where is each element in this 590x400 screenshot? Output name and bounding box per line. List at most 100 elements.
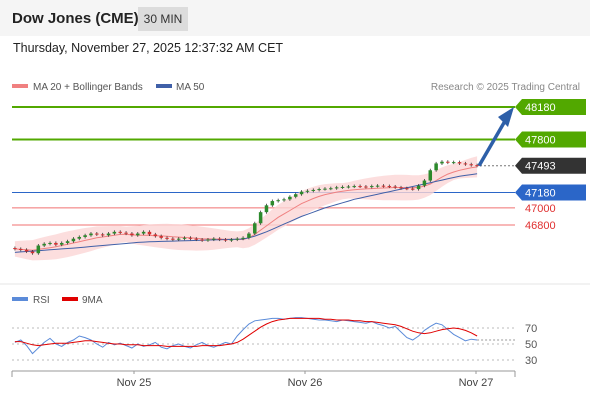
instrument-title: Dow Jones (CME) xyxy=(12,10,139,27)
candle-body xyxy=(399,187,403,189)
ma20-legend-label: MA 20 + Bollinger Bands xyxy=(33,82,143,93)
ma20-legend-swatch xyxy=(12,84,28,88)
candle-body xyxy=(182,237,187,239)
forecast-arrow xyxy=(477,107,514,167)
candle-body xyxy=(381,185,386,187)
candle-body xyxy=(375,185,380,187)
candle-body xyxy=(235,238,239,240)
level-label-48180: 48180 xyxy=(525,102,556,114)
candle-body xyxy=(136,233,140,236)
candle-body xyxy=(19,248,23,250)
rsi-line xyxy=(14,317,478,355)
candle-body xyxy=(364,186,368,188)
candle-body xyxy=(54,242,58,245)
ma50-legend-label: MA 50 xyxy=(176,82,205,93)
level-tag-47800 xyxy=(515,131,586,148)
candle-body xyxy=(83,235,87,237)
candle-body xyxy=(305,190,310,192)
candle-body xyxy=(95,233,99,235)
candle-body xyxy=(370,186,374,188)
candle-body xyxy=(311,189,316,191)
candle-body xyxy=(475,165,479,167)
rsi-legend-swatch xyxy=(12,297,28,301)
candle-body xyxy=(293,194,298,197)
candle-body xyxy=(329,188,333,190)
candle-body xyxy=(422,180,427,186)
timestamp: Thursday, November 27, 2025 12:37:32 AM … xyxy=(13,41,284,55)
arrow-shaft xyxy=(477,120,507,167)
candle-body xyxy=(71,238,76,242)
candle-body xyxy=(100,234,105,236)
candle-body xyxy=(171,238,175,240)
candle-body xyxy=(89,233,93,236)
candle-body xyxy=(440,161,444,164)
candle-body xyxy=(270,201,275,206)
candle-body xyxy=(141,231,146,234)
candle-body xyxy=(317,189,321,191)
rsi-legend-label: RSI xyxy=(33,295,50,306)
x-ticks: Nov 25 Nov 26 Nov 27 xyxy=(117,371,494,389)
level-tag-47493 xyxy=(515,157,586,174)
level-label-47493: 47493 xyxy=(525,161,556,173)
candle-body xyxy=(200,239,204,241)
chart-header xyxy=(0,0,590,36)
candle-body xyxy=(299,191,304,195)
rsi-panel: 70 50 30 xyxy=(12,317,537,367)
candle-body xyxy=(352,186,356,188)
candle-body xyxy=(282,199,286,201)
candle-body xyxy=(387,186,392,188)
candle-body xyxy=(112,231,117,234)
candle-body xyxy=(59,242,64,245)
candle-body xyxy=(106,233,111,236)
candle-body xyxy=(206,239,210,241)
candle-body xyxy=(288,196,292,200)
candle-body xyxy=(340,186,345,188)
candle-body xyxy=(176,238,181,240)
candle-body xyxy=(446,161,450,163)
candle-body xyxy=(24,249,29,252)
candle-body xyxy=(264,205,269,213)
timeframe-badge[interactable]: 30 MIN xyxy=(138,7,188,31)
candle-body xyxy=(124,232,128,234)
level-label-47800: 47800 xyxy=(525,134,556,146)
x-tick-label: Nov 27 xyxy=(459,377,494,389)
candle-body xyxy=(229,239,234,241)
rsi-level-label-70: 70 xyxy=(525,323,537,335)
candle-body xyxy=(434,163,438,171)
candle-body xyxy=(77,236,82,239)
arrow-head xyxy=(498,107,514,127)
candle-body xyxy=(405,188,409,190)
candle-body xyxy=(241,237,245,239)
price-levels xyxy=(12,106,515,226)
candle-body xyxy=(346,186,351,188)
candle-body xyxy=(469,164,473,166)
ma50-legend-swatch xyxy=(156,84,172,88)
candle-body xyxy=(223,239,228,241)
candlesticks xyxy=(13,160,479,255)
candle-body xyxy=(130,233,134,236)
candle-body xyxy=(258,212,263,224)
candle-body xyxy=(188,237,193,239)
copyright: Research © 2025 Trading Central xyxy=(431,82,580,93)
candle-body xyxy=(165,237,169,239)
candle-body xyxy=(30,251,35,254)
candle-body xyxy=(147,231,152,235)
candle-body xyxy=(410,188,415,190)
candle-body xyxy=(247,233,251,238)
rsi-ma-legend-swatch xyxy=(62,297,78,301)
candle-body xyxy=(358,186,362,188)
candle-body xyxy=(194,238,199,240)
level-label-46800: 46800 xyxy=(525,220,556,232)
candle-body xyxy=(42,243,46,246)
candle-body xyxy=(457,162,462,164)
candle-body xyxy=(393,186,397,188)
level-label-47180: 47180 xyxy=(525,188,556,200)
candle-body xyxy=(36,245,41,254)
candle-body xyxy=(416,185,421,190)
candle-body xyxy=(463,163,468,165)
candle-body xyxy=(217,238,222,240)
candle-body xyxy=(118,231,122,233)
candle-body xyxy=(153,234,158,237)
candle-body xyxy=(212,238,216,240)
